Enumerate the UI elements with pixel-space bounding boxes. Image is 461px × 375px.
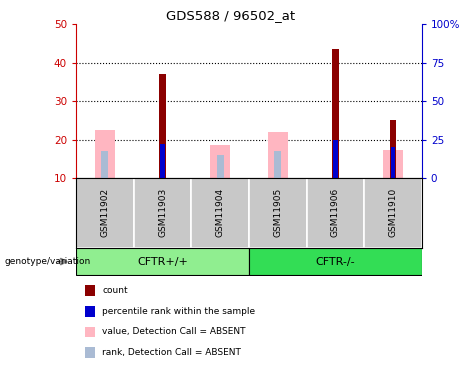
Text: value, Detection Call = ABSENT: value, Detection Call = ABSENT [102, 327, 246, 336]
Bar [364, 178, 422, 248]
Bar [76, 178, 134, 248]
Bar [85, 285, 95, 296]
Text: CFTR-/-: CFTR-/- [316, 256, 355, 267]
Text: GDS588 / 96502_at: GDS588 / 96502_at [166, 9, 295, 22]
Text: GSM11906: GSM11906 [331, 188, 340, 237]
Text: GSM11905: GSM11905 [273, 188, 282, 237]
Bar [332, 50, 339, 178]
Bar [217, 155, 224, 178]
Text: count: count [102, 286, 128, 295]
Bar [390, 149, 396, 178]
Bar [76, 248, 249, 275]
Bar [95, 130, 115, 178]
Bar [249, 178, 307, 248]
Text: GSM11903: GSM11903 [158, 188, 167, 237]
Bar [390, 120, 396, 178]
Bar [85, 327, 95, 337]
Bar [210, 146, 230, 178]
Text: GSM11904: GSM11904 [216, 188, 225, 237]
Bar [101, 151, 108, 178]
Bar [85, 347, 95, 358]
Text: GSM11902: GSM11902 [100, 188, 109, 237]
Text: GSM11910: GSM11910 [389, 188, 397, 237]
Bar [333, 140, 337, 178]
Bar [134, 178, 191, 248]
Bar [383, 150, 403, 178]
Text: CFTR+/+: CFTR+/+ [137, 256, 188, 267]
Bar [268, 132, 288, 178]
Bar [274, 151, 281, 178]
Bar [85, 306, 95, 316]
Bar [159, 74, 166, 178]
Bar [249, 248, 422, 275]
Text: rank, Detection Call = ABSENT: rank, Detection Call = ABSENT [102, 348, 241, 357]
Bar [390, 147, 396, 178]
Bar [307, 178, 364, 248]
Bar [160, 144, 165, 178]
Bar [191, 178, 249, 248]
Text: genotype/variation: genotype/variation [5, 257, 91, 266]
Text: percentile rank within the sample: percentile rank within the sample [102, 307, 255, 316]
